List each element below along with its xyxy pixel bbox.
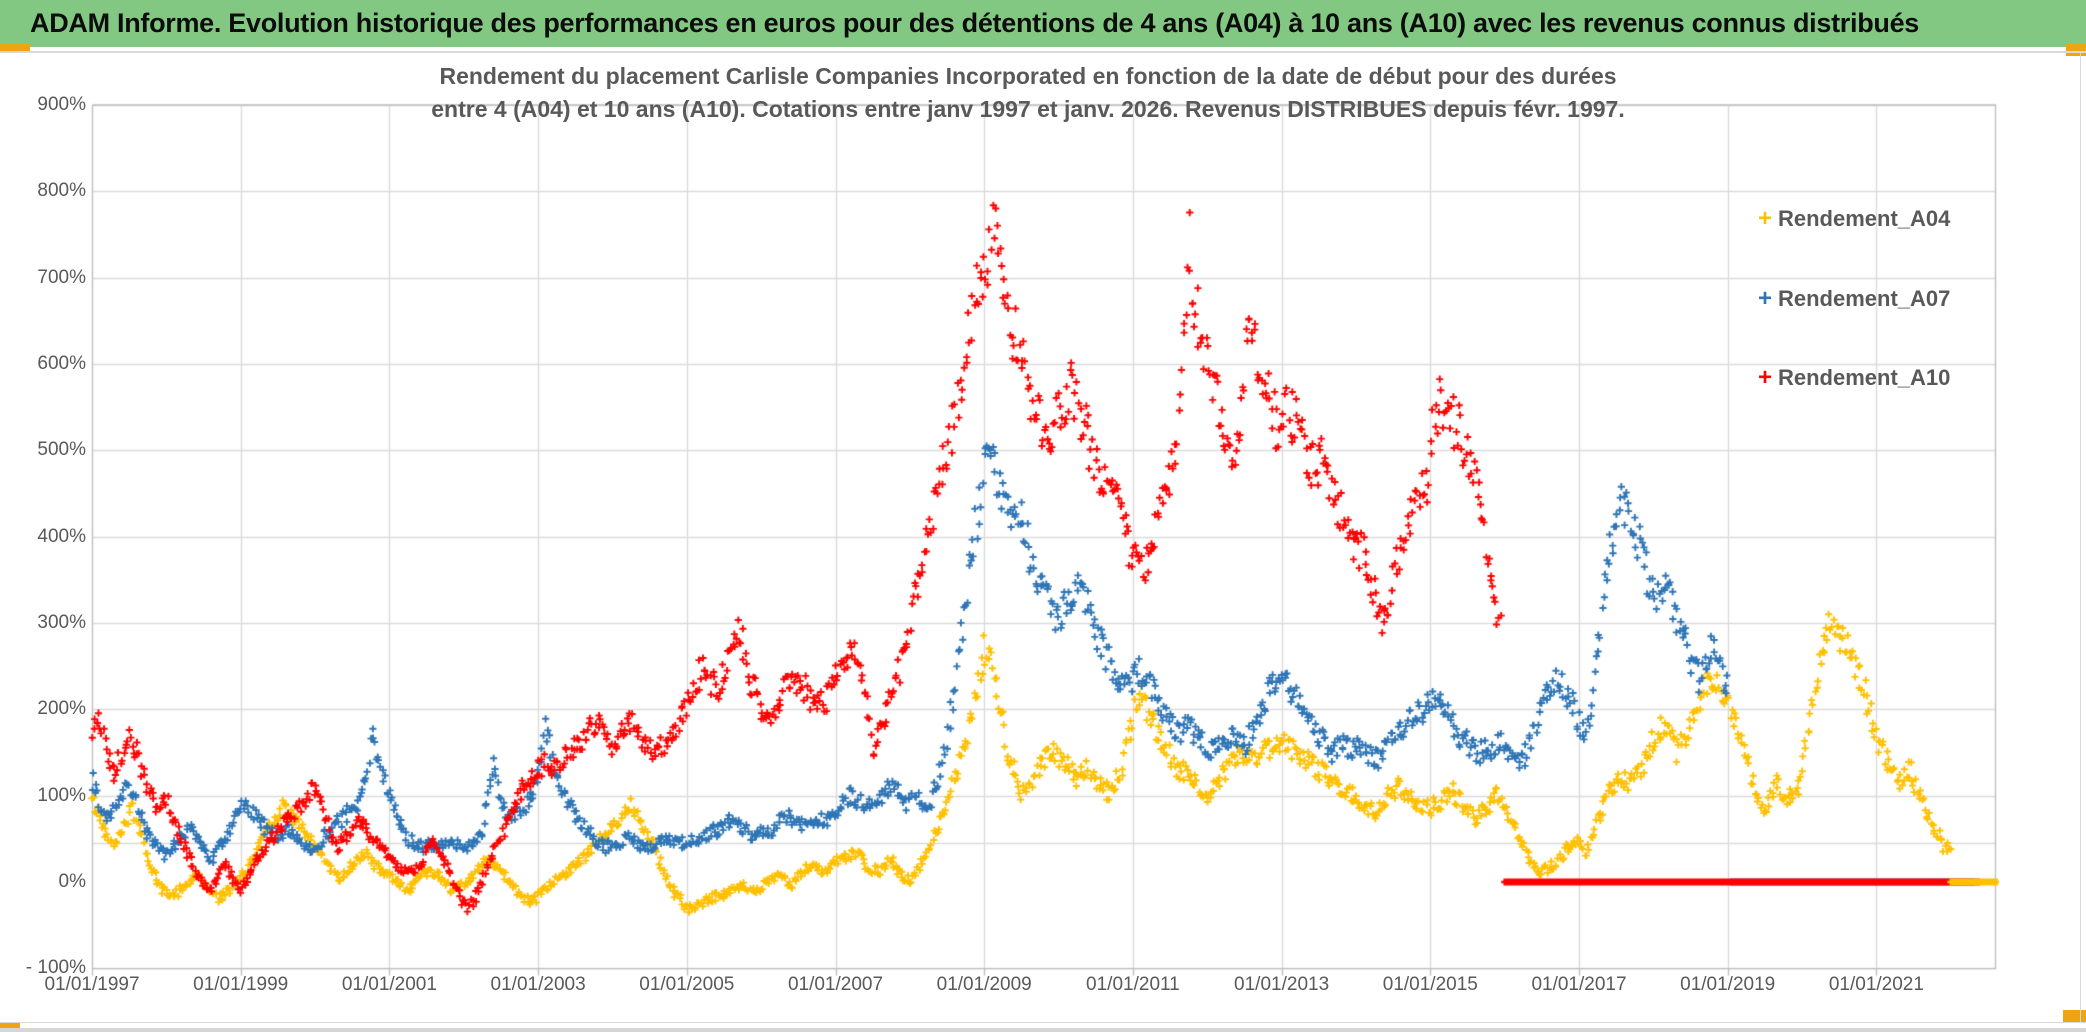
y-tick-label: - 100%: [25, 957, 86, 979]
y-tick-label: 300%: [37, 612, 86, 634]
plus-marker-icon: +: [1757, 205, 1772, 232]
x-tick-label: 01/01/2015: [1382, 974, 1478, 995]
header-banner: ADAM Informe. Evolution historique des p…: [0, 0, 2086, 47]
y-tick-label: 400%: [37, 525, 86, 547]
y-tick-label: 600%: [37, 353, 86, 375]
y-tick-label: 0%: [58, 871, 86, 892]
plus-marker-icon: +: [1757, 285, 1772, 312]
x-tick-label: 01/01/2003: [490, 974, 586, 995]
x-tick-label: 01/01/2005: [639, 974, 735, 995]
legend-item-a04[interactable]: + Rendement_A04: [1752, 205, 1950, 233]
legend-label: Rendement_A04: [1778, 206, 1951, 231]
y-tick-label: 100%: [37, 784, 86, 806]
x-tick-label: 01/01/2017: [1531, 974, 1627, 995]
chart-title-line2: entre 4 (A04) et 10 ans (A10). Cotations…: [431, 96, 1625, 122]
y-tick-label: 200%: [37, 698, 86, 720]
legend-item-a07[interactable]: + Rendement_A07: [1752, 285, 1950, 313]
chart-title: Rendement du placement Carlisle Companie…: [253, 60, 1803, 126]
y-tick-label: 500%: [37, 439, 86, 461]
legend-item-a10[interactable]: + Rendement_A10: [1752, 364, 1950, 392]
x-tick-label: 01/01/1997: [44, 974, 140, 995]
x-tick-label: 01/01/2019: [1680, 974, 1776, 995]
y-tick-label: 800%: [37, 180, 86, 202]
legend-label: Rendement_A07: [1778, 286, 1951, 311]
chart-title-line1: Rendement du placement Carlisle Companie…: [439, 63, 1617, 89]
legend-label: Rendement_A10: [1778, 365, 1951, 390]
x-tick-label: 01/01/2021: [1828, 974, 1924, 995]
y-tick-label: 700%: [37, 266, 86, 288]
plus-marker-icon: +: [1757, 364, 1772, 391]
banner-divider: [0, 51, 2086, 53]
x-tick-label: 01/01/2007: [787, 974, 884, 995]
x-tick-label: 01/01/2011: [1086, 974, 1180, 995]
chart-right-border: [2080, 53, 2081, 1022]
banner-accent-left: [0, 44, 30, 53]
header-title: ADAM Informe. Evolution historique des p…: [30, 8, 1920, 38]
x-tick-label: 01/01/1999: [193, 974, 289, 995]
x-tick-label: 01/01/2009: [936, 974, 1032, 995]
footer-band: [0, 1028, 2086, 1032]
footer-accent-left: [0, 1023, 20, 1031]
x-tick-label: 01/01/2013: [1234, 974, 1330, 995]
y-tick-label: 900%: [37, 94, 86, 116]
x-tick-label: 01/01/2001: [341, 974, 437, 995]
banner-accent-right: [2066, 44, 2086, 56]
footer-rule: [0, 1022, 2086, 1023]
